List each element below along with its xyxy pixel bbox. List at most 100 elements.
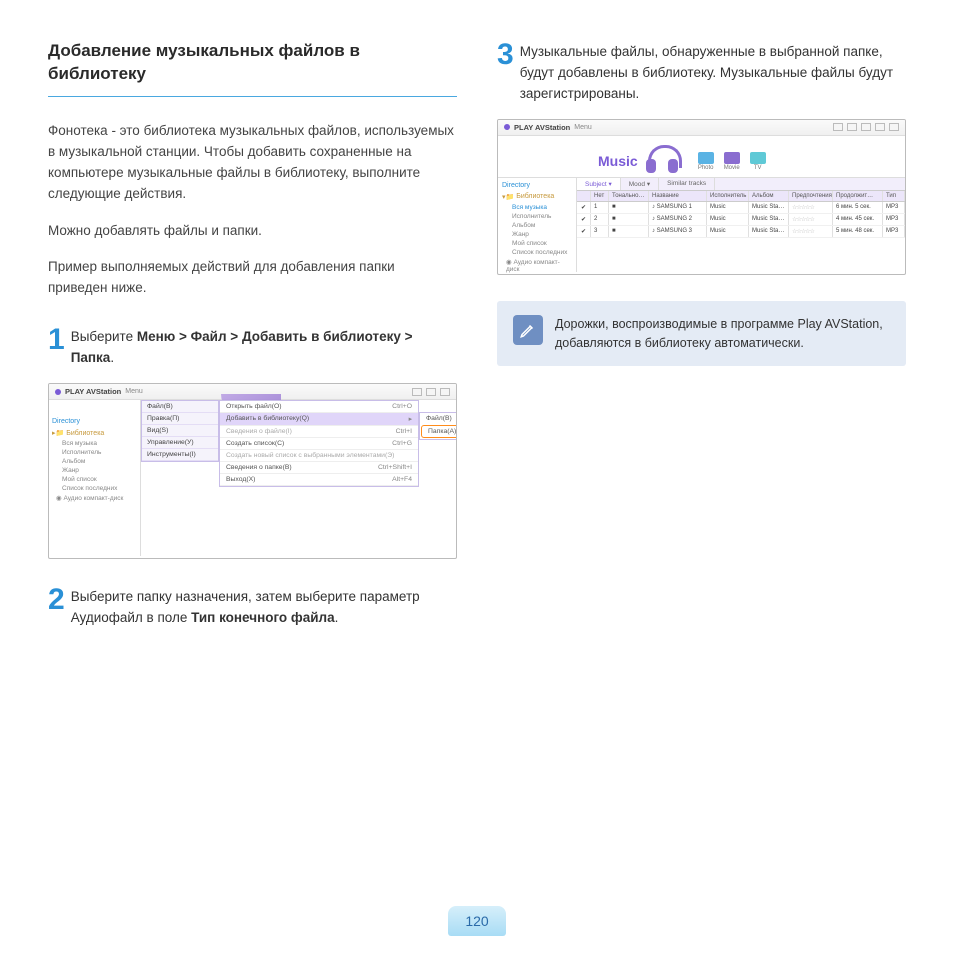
submenu-item: Сведения о папке(В)Ctrl+Shift+I — [220, 462, 418, 474]
step-2-post: . — [335, 610, 339, 625]
table-cell: 4 мин. 45 сек. — [833, 214, 883, 225]
submenu-shortcut: Ctrl+O — [392, 403, 412, 410]
table-cell: Music — [707, 214, 749, 225]
table-cell: ♪ SAMSUNG 1 — [649, 202, 707, 213]
note-text: Дорожки, воспроизводимые в программе Pla… — [555, 315, 890, 353]
submenu-item: Выход(X)Alt+F4 — [220, 474, 418, 486]
tree-item: Альбом — [502, 221, 572, 230]
tree-audio-cd-label: Аудио компакт-диск — [506, 259, 560, 273]
note-box: Дорожки, воспроизводимые в программе Pla… — [497, 301, 906, 367]
step-2-text: Выберите папку назначения, затем выберит… — [71, 585, 457, 629]
step-3-number: 3 — [497, 40, 514, 70]
step-1-post: . — [110, 350, 114, 365]
step-1-number: 1 — [48, 325, 65, 355]
step-1-text: Выберите Меню > Файл > Добавить в библио… — [71, 325, 457, 369]
ss1-directory-label: Directory — [52, 418, 137, 425]
page-heading: Добавление музыкальных файлов в библиоте… — [48, 40, 457, 86]
ss1-menu-label: Menu — [125, 388, 143, 395]
tree-item: Мой список — [502, 239, 572, 248]
ss2-library-text: Библиотека — [516, 193, 554, 200]
pencil-icon — [513, 315, 543, 345]
mode-switcher: Photo Movie TV — [698, 152, 766, 171]
table-cell: 6 мин. 5 сек. — [833, 202, 883, 213]
table-cell: ✔ — [577, 202, 591, 213]
submenu-item: Сведения о файле(I)Ctrl+I — [220, 426, 418, 438]
table-cell: 2 — [591, 214, 609, 225]
submenu-item: Создать список(C) Ctrl+G — [220, 438, 418, 450]
table-cell: ☆☆☆☆☆ — [789, 226, 833, 237]
btn-icon — [833, 123, 843, 131]
menu-submenu: Открыть файл(O)Ctrl+O Добавить в библиот… — [219, 400, 419, 487]
maximize-icon — [426, 388, 436, 396]
table-cell: 1 — [591, 202, 609, 213]
mode-label: TV — [754, 165, 762, 171]
table-cell: Music Sta… — [749, 226, 789, 237]
step-1: 1 Выберите Меню > Файл > Добавить в библ… — [48, 325, 457, 369]
tree-item: Вся музыка — [52, 439, 137, 448]
table-cell: MP3 — [883, 226, 905, 237]
page-number: 120 — [448, 906, 506, 936]
tree-item: Список последних — [502, 248, 572, 257]
menu-item: Инструменты(I) — [142, 449, 218, 461]
step-2-number: 2 — [48, 585, 65, 615]
heading-rule — [48, 96, 457, 97]
intro-para-1: Фонотека - это библиотека музыкальных фа… — [48, 121, 457, 205]
ss1-library-label: ▸📁Библиотека — [52, 429, 137, 437]
window-buttons — [833, 123, 899, 131]
ss2-directory-label: Directory — [502, 182, 572, 189]
window-buttons — [412, 388, 450, 396]
tree-audio-cd: ◉ Аудио компакт-диск — [52, 493, 137, 503]
tree-audio-cd: ◉ Аудио компакт-диск — [502, 257, 572, 274]
screenshot-library: PLAY AVStation Menu Music Photo Movie TV… — [497, 119, 906, 275]
menu-item: Файл(В) — [142, 401, 218, 413]
table-row: ✔3■♪ SAMSUNG 3MusicMusic Sta…☆☆☆☆☆5 мин.… — [577, 226, 905, 238]
photo-icon — [698, 152, 714, 164]
submenu-item-highlighted: Добавить в библиотеку(Q) ▸ — [220, 413, 418, 426]
submenu-label: Создать список(C) — [226, 440, 284, 447]
tree-item: Мой список — [52, 475, 137, 484]
intro-para-3: Пример выполняемых действий для добавлен… — [48, 257, 457, 299]
intro-para-2: Можно добавлять файлы и папки. — [48, 221, 457, 242]
submenu-label: Выход(X) — [226, 476, 255, 483]
ss2-sidebar: Directory ▾📁Библиотека Вся музыка Исполн… — [498, 178, 577, 272]
table-header: Нет Тонально… Название Исполнитель Альбо… — [577, 191, 905, 202]
chevron-right-icon: ▸ — [409, 415, 412, 423]
tree-item: Исполнитель — [502, 212, 572, 221]
table-cell: ■ — [609, 214, 649, 225]
ss2-titlebar: PLAY AVStation Menu — [498, 120, 905, 136]
tree-item: Исполнитель — [52, 448, 137, 457]
tree-item: Список последних — [52, 484, 137, 493]
table-row: ✔2■♪ SAMSUNG 2MusicMusic Sta…☆☆☆☆☆4 мин.… — [577, 214, 905, 226]
tab-mood: Mood ▾ — [621, 178, 659, 190]
minimize-icon — [861, 123, 871, 131]
screenshot-menu: PLAY AVStation Menu Directory ▸📁Библиоте… — [48, 383, 457, 559]
submenu-shortcut: Ctrl+G — [392, 440, 412, 447]
mode-photo: Photo — [698, 152, 714, 171]
mode-tv: TV — [750, 152, 766, 171]
ss2-table-area: Subject ▾ Mood ▾ Similar tracks Нет Тона… — [577, 178, 905, 272]
submenu-label: Добавить в библиотеку(Q) — [226, 415, 309, 423]
step-2-bold: Тип конечного файла — [191, 610, 334, 625]
flyout-item: Файл(В) — [420, 413, 457, 424]
mode-movie: Movie — [724, 152, 740, 171]
col-album: Альбом — [749, 191, 789, 201]
headphones-icon — [644, 141, 680, 177]
table-body: ✔1■♪ SAMSUNG 1MusicMusic Sta…☆☆☆☆☆6 мин.… — [577, 202, 905, 238]
music-section-label: Music — [598, 153, 638, 169]
table-cell: ■ — [609, 226, 649, 237]
table-cell: MP3 — [883, 214, 905, 225]
col-duration: Продолжит… — [833, 191, 883, 201]
btn-icon — [847, 123, 857, 131]
tree-item: Альбом — [52, 457, 137, 466]
table-cell: ☆☆☆☆☆ — [789, 202, 833, 213]
table-cell: ♪ SAMSUNG 3 — [649, 226, 707, 237]
table-row: ✔1■♪ SAMSUNG 1MusicMusic Sta…☆☆☆☆☆6 мин.… — [577, 202, 905, 214]
mode-label: Movie — [724, 165, 740, 171]
tree-item: Жанр — [502, 230, 572, 239]
tab-similar: Similar tracks — [659, 178, 715, 190]
close-icon — [889, 123, 899, 131]
table-cell: Music — [707, 226, 749, 237]
movie-icon — [724, 152, 740, 164]
col-check — [577, 191, 591, 201]
step-1-pre: Выберите — [71, 329, 137, 344]
